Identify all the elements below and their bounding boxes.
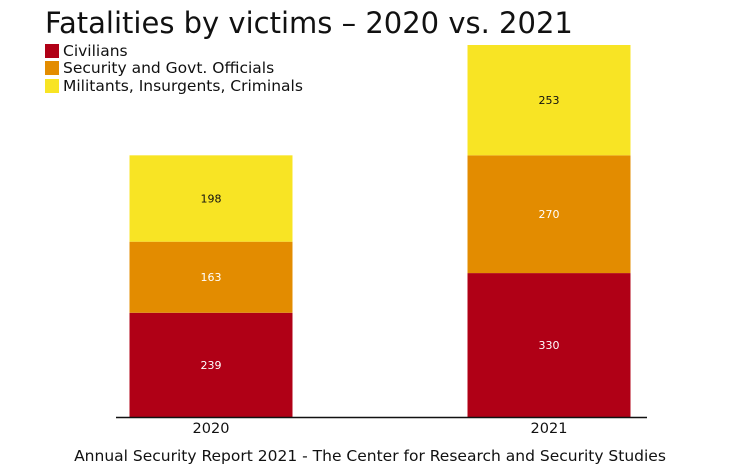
data-label-2021-security: 270: [539, 208, 560, 221]
legend-swatch-civilians: [45, 43, 59, 58]
data-label-2020-security: 163: [201, 271, 222, 284]
bar-2021-militants: [467, 45, 631, 156]
data-label-2021-civilians: 330: [539, 339, 560, 352]
bar-2021-civilians: [467, 273, 631, 417]
legend-label-militants: Militants, Insurgents, Criminals: [63, 76, 303, 95]
legend-swatch-militants: [45, 78, 59, 93]
legend-item-security: Security and Govt. Officials: [45, 59, 303, 78]
data-label-2021-militants: 253: [539, 94, 560, 107]
source-footer: Annual Security Report 2021 - The Center…: [74, 447, 666, 465]
x-tick-label-2021: 2021: [531, 421, 568, 437]
chart-title: Fatalities by victims – 2020 vs. 2021: [45, 6, 573, 40]
bar-2020-militants: [129, 155, 293, 242]
legend-swatch-security: [45, 61, 59, 76]
bar-2021-security: [467, 155, 631, 274]
data-label-2020-militants: 198: [201, 193, 222, 206]
legend-item-militants: Militants, Insurgents, Criminals: [45, 77, 303, 95]
bar-2020-security: [129, 241, 293, 313]
bar-2020-civilians: [129, 312, 293, 417]
legend: Civilians Security and Govt. Officials M…: [45, 42, 303, 95]
legend-label-security: Security and Govt. Officials: [63, 59, 275, 78]
legend-label-civilians: Civilians: [63, 41, 128, 60]
x-tick-label-2020: 2020: [193, 421, 230, 437]
data-label-2020-civilians: 239: [201, 359, 222, 372]
legend-item-civilians: Civilians: [45, 42, 303, 60]
